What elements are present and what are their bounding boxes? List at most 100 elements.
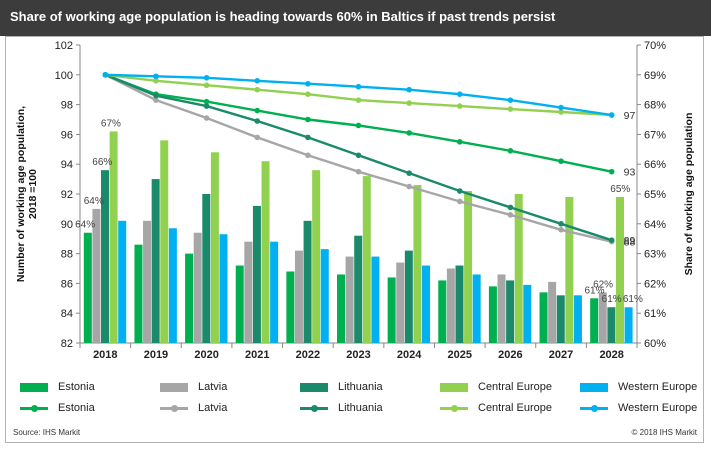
bar-central-europe [362,176,371,343]
bar-estonia [286,271,295,343]
x-tick-label: 2027 [549,349,573,361]
chart-title: Share of working age population is headi… [10,9,556,24]
line-end-label: 93 [624,167,636,179]
point-central-europe [406,100,412,106]
point-latvia [203,115,210,121]
legend-line-label: Lithuania [338,402,383,414]
bar-label-2018: 67% [101,118,121,129]
bar-central-europe [312,170,321,343]
point-latvia [254,134,261,141]
point-western-europe [203,74,210,81]
point-central-europe [558,109,564,115]
legend-line-label: Western Europe [618,402,698,414]
x-tick-label: 2024 [397,349,422,361]
legend-bar-item: Estonia [20,381,95,393]
bar-lithuania [252,205,261,343]
point-latvia [153,97,159,103]
bar-lithuania [303,220,312,343]
bar-estonia [590,298,599,343]
y-tick-label-left: 98 [61,100,73,112]
point-estonia [507,147,514,154]
x-tick-label: 2018 [93,349,117,361]
point-estonia [608,168,615,175]
point-estonia [406,130,412,136]
legend-bar-item: Central Europe [440,381,552,393]
bar-lithuania [556,295,565,343]
point-central-europe [203,82,210,89]
point-central-europe [254,86,261,93]
legend-line-swatch [580,404,608,412]
point-lithuania [355,152,362,159]
bar-latvia [446,268,455,343]
y-tick-label-left: 82 [61,338,73,350]
x-tick-label: 2022 [296,349,320,361]
legend-bar-label: Latvia [198,381,228,393]
bar-estonia [539,292,548,343]
point-central-europe [456,103,463,109]
bar-latvia [294,250,303,343]
legend-bars: Estonia Latvia Lithuania Central Europe West… [0,381,711,397]
line-end-label: 89 [624,235,636,247]
y-tick-label-right: 64% [644,219,666,231]
legend-line-item: Central Europe [440,402,552,414]
point-latvia [558,226,564,233]
bar-latvia [345,256,354,343]
bar-western-europe [523,284,532,343]
y-tick-label-left: 84 [61,308,73,320]
bar-label-2028: 61% [623,294,643,305]
y-tick-label-left: 88 [61,249,73,261]
legend-line-item: Latvia [160,402,227,414]
legend-line-label: Latvia [198,402,228,414]
bar-estonia [185,253,194,343]
y-tick-label-left: 90 [61,219,73,231]
source-note: Source: IHS Markit [13,428,81,437]
bar-western-europe [371,256,380,343]
point-lithuania [305,134,311,141]
legend-bar-swatch [160,382,188,392]
bar-central-europe [565,196,574,343]
bar-latvia [193,232,202,343]
point-lithuania [456,188,463,194]
legend-line-item: Estonia [20,402,95,414]
bar-western-europe [472,274,481,343]
point-lithuania [507,204,514,211]
bar-central-europe [615,196,624,343]
y-tick-label-left: 86 [61,278,73,290]
bar-label-2028: 61% [602,294,622,305]
title-bar: Share of working age population is headi… [0,0,711,36]
point-latvia [456,198,463,205]
bar-latvia [497,274,506,343]
legend-line-label: Estonia [58,402,95,414]
point-lithuania [608,237,615,243]
point-estonia [355,122,362,129]
bar-estonia [488,286,497,343]
legend-line-marker [451,404,458,412]
point-estonia [203,98,210,105]
x-tick-label: 2026 [498,349,522,361]
chart-frame [5,36,704,443]
point-lithuania [406,170,412,176]
point-western-europe [558,104,564,111]
y-tick-label-left: 92 [61,189,73,201]
legend-line-marker [591,404,598,412]
point-latvia [406,183,412,190]
line-end-label: 97 [624,110,636,122]
legend-lines: Estonia Latvia Lithuania Central Europe West… [0,402,711,418]
point-western-europe [355,83,362,90]
bar-latvia [244,241,253,343]
legend-bar-item: Lithuania [300,381,383,393]
bar-estonia [438,280,447,343]
chart-plot: 82848688909294969810010260%61%62%63%64%6… [15,40,695,361]
bar-central-europe [464,191,473,343]
bar-lithuania [151,179,160,343]
y-tick-label-right: 61% [644,308,666,320]
bar-lithuania [455,265,464,343]
y-tick-label-right: 68% [644,100,666,112]
point-estonia [305,116,311,123]
x-tick-label: 2023 [346,349,370,361]
bar-western-europe [219,234,228,343]
y-tick-label-right: 66% [644,159,666,171]
y-tick-label-right: 69% [644,70,666,82]
bar-label-2028: 62% [593,279,613,290]
legend-line-marker [31,404,38,412]
